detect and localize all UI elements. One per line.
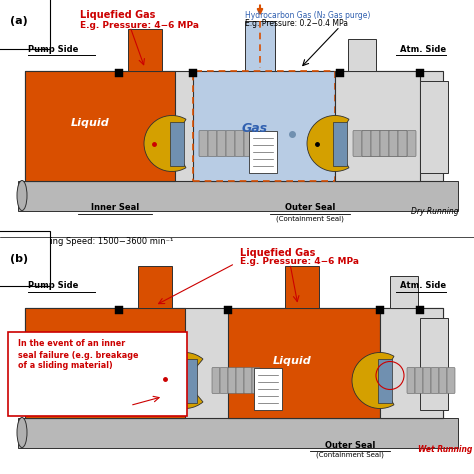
FancyBboxPatch shape bbox=[336, 69, 344, 76]
FancyBboxPatch shape bbox=[252, 367, 260, 393]
FancyBboxPatch shape bbox=[380, 130, 389, 156]
FancyBboxPatch shape bbox=[362, 130, 371, 156]
FancyBboxPatch shape bbox=[335, 71, 420, 181]
Text: Dry Running: Dry Running bbox=[411, 208, 459, 217]
FancyBboxPatch shape bbox=[245, 20, 275, 71]
FancyBboxPatch shape bbox=[8, 331, 187, 416]
Text: Pump Side: Pump Side bbox=[28, 45, 78, 54]
FancyBboxPatch shape bbox=[228, 308, 380, 418]
FancyBboxPatch shape bbox=[236, 367, 244, 393]
Text: Atm. Side: Atm. Side bbox=[400, 282, 446, 291]
FancyBboxPatch shape bbox=[423, 367, 431, 393]
Text: Wet Running: Wet Running bbox=[418, 445, 472, 454]
Text: Liquid: Liquid bbox=[273, 356, 311, 365]
Text: Inner Seal: Inner Seal bbox=[91, 203, 139, 212]
FancyBboxPatch shape bbox=[333, 121, 347, 165]
Ellipse shape bbox=[17, 418, 27, 447]
FancyBboxPatch shape bbox=[420, 318, 448, 410]
Text: In the event of an inner: In the event of an inner bbox=[18, 339, 125, 348]
Wedge shape bbox=[352, 353, 394, 409]
FancyBboxPatch shape bbox=[25, 71, 443, 181]
FancyBboxPatch shape bbox=[371, 130, 380, 156]
Text: (Containment Seal): (Containment Seal) bbox=[276, 215, 344, 221]
FancyBboxPatch shape bbox=[389, 130, 398, 156]
Wedge shape bbox=[157, 353, 203, 409]
FancyBboxPatch shape bbox=[138, 265, 172, 308]
FancyBboxPatch shape bbox=[371, 130, 380, 156]
Text: Liquefied Gas: Liquefied Gas bbox=[80, 10, 155, 20]
Text: Rotating Speed: 1500−3600 min⁻¹: Rotating Speed: 1500−3600 min⁻¹ bbox=[28, 237, 173, 246]
FancyBboxPatch shape bbox=[193, 71, 335, 181]
FancyBboxPatch shape bbox=[199, 130, 208, 156]
FancyBboxPatch shape bbox=[431, 367, 439, 393]
Text: E.g. Pressure: 0.2−0.4 MPa: E.g. Pressure: 0.2−0.4 MPa bbox=[245, 18, 348, 27]
FancyBboxPatch shape bbox=[183, 358, 197, 402]
FancyBboxPatch shape bbox=[170, 121, 184, 165]
FancyBboxPatch shape bbox=[348, 38, 376, 71]
FancyBboxPatch shape bbox=[353, 130, 362, 156]
FancyBboxPatch shape bbox=[415, 367, 423, 393]
FancyBboxPatch shape bbox=[362, 130, 371, 156]
Wedge shape bbox=[144, 116, 186, 172]
FancyBboxPatch shape bbox=[407, 367, 415, 393]
Text: Liquefied Gas: Liquefied Gas bbox=[240, 247, 315, 257]
FancyBboxPatch shape bbox=[380, 308, 443, 418]
Text: (Containment Seal): (Containment Seal) bbox=[316, 452, 384, 458]
FancyBboxPatch shape bbox=[212, 367, 220, 393]
FancyBboxPatch shape bbox=[208, 130, 217, 156]
FancyBboxPatch shape bbox=[25, 308, 443, 418]
FancyBboxPatch shape bbox=[285, 265, 319, 308]
FancyBboxPatch shape bbox=[217, 130, 226, 156]
Text: Liquid: Liquid bbox=[71, 356, 109, 365]
Text: Hydrocarbon Gas (N₂ Gas purge): Hydrocarbon Gas (N₂ Gas purge) bbox=[245, 10, 370, 19]
Text: Atm. Side: Atm. Side bbox=[400, 45, 446, 54]
FancyBboxPatch shape bbox=[398, 130, 407, 156]
Text: E.g. Pressure: 4−6 MPa: E.g. Pressure: 4−6 MPa bbox=[80, 20, 199, 29]
Text: E.g. Pressure: 4−6 MPa: E.g. Pressure: 4−6 MPa bbox=[240, 257, 359, 266]
FancyBboxPatch shape bbox=[128, 28, 162, 71]
FancyBboxPatch shape bbox=[420, 81, 448, 173]
FancyBboxPatch shape bbox=[378, 358, 392, 402]
Text: (a): (a) bbox=[10, 17, 28, 27]
FancyBboxPatch shape bbox=[25, 71, 175, 181]
FancyBboxPatch shape bbox=[447, 367, 455, 393]
FancyBboxPatch shape bbox=[244, 367, 252, 393]
FancyBboxPatch shape bbox=[407, 130, 416, 156]
Text: Liquid: Liquid bbox=[71, 118, 109, 128]
Text: Outer Seal: Outer Seal bbox=[285, 203, 335, 212]
Ellipse shape bbox=[17, 181, 27, 210]
FancyBboxPatch shape bbox=[25, 308, 185, 418]
FancyBboxPatch shape bbox=[390, 275, 418, 308]
FancyBboxPatch shape bbox=[244, 130, 253, 156]
FancyBboxPatch shape bbox=[189, 69, 197, 76]
FancyBboxPatch shape bbox=[115, 69, 123, 76]
FancyBboxPatch shape bbox=[220, 367, 228, 393]
FancyBboxPatch shape bbox=[254, 367, 282, 410]
FancyBboxPatch shape bbox=[380, 130, 389, 156]
FancyBboxPatch shape bbox=[439, 367, 447, 393]
Text: of a sliding material): of a sliding material) bbox=[18, 362, 113, 371]
Text: Gas: Gas bbox=[242, 122, 268, 135]
FancyBboxPatch shape bbox=[115, 306, 123, 313]
FancyBboxPatch shape bbox=[226, 130, 235, 156]
FancyBboxPatch shape bbox=[18, 181, 458, 210]
Text: (b): (b) bbox=[10, 254, 28, 264]
FancyBboxPatch shape bbox=[416, 306, 424, 313]
Wedge shape bbox=[307, 116, 349, 172]
Text: Outer Seal: Outer Seal bbox=[325, 440, 375, 449]
Text: Pump Side: Pump Side bbox=[28, 282, 78, 291]
Text: seal failure (e.g. breakage: seal failure (e.g. breakage bbox=[18, 350, 138, 359]
FancyBboxPatch shape bbox=[18, 418, 458, 447]
FancyBboxPatch shape bbox=[389, 130, 398, 156]
Polygon shape bbox=[157, 366, 171, 391]
FancyBboxPatch shape bbox=[235, 130, 244, 156]
FancyBboxPatch shape bbox=[416, 69, 424, 76]
FancyBboxPatch shape bbox=[224, 306, 232, 313]
FancyBboxPatch shape bbox=[376, 306, 384, 313]
FancyBboxPatch shape bbox=[398, 130, 407, 156]
FancyBboxPatch shape bbox=[228, 367, 236, 393]
FancyBboxPatch shape bbox=[249, 130, 277, 173]
